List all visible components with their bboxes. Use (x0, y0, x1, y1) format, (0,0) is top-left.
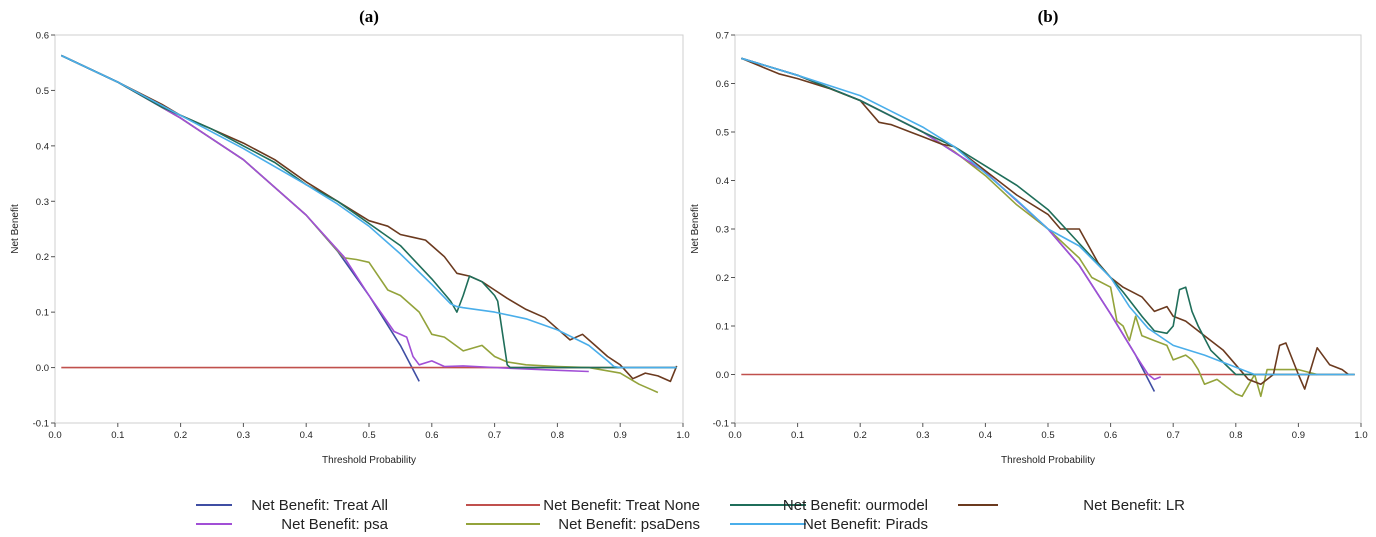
y-tick-label: 0.6 (716, 79, 729, 90)
legend-item-treat-all: Net Benefit: Treat All (196, 497, 388, 514)
x-tick-label: 0.5 (362, 430, 375, 441)
y-tick-label: -0.1 (713, 419, 729, 430)
legend-label: Net Benefit: Pirads (803, 516, 928, 533)
legend-label: Net Benefit: Treat All (251, 497, 388, 514)
x-tick-label: 1.0 (1354, 430, 1367, 441)
y-tick-label: 0.5 (716, 128, 729, 139)
y-tick-label: 0.4 (36, 141, 49, 152)
legend-item-pirads: Net Benefit: Pirads (730, 516, 928, 533)
y-tick-label: -0.1 (33, 419, 49, 430)
x-tick-label: 0.6 (425, 430, 438, 441)
series-line-lr (740, 57, 1349, 390)
x-tick-label: 0.0 (48, 430, 61, 441)
legend-item-lr: Net Benefit: LR (958, 497, 1185, 514)
series-line-psa (60, 54, 589, 373)
x-tick-label: 0.3 (916, 430, 929, 441)
y-tick-label: 0.3 (36, 197, 49, 208)
x-tick-label: 0.4 (300, 430, 313, 441)
y-tick-label: 0.1 (36, 308, 49, 319)
y-tick-label: 0.2 (36, 252, 49, 263)
y-axis-label: Net Benefit (10, 204, 21, 254)
legend: Net Benefit: Treat All Net Benefit: Treat… (196, 497, 1185, 533)
series-line-psaDens (741, 57, 1318, 398)
x-tick-label: 0.9 (614, 430, 627, 441)
y-tick-label: 0.6 (36, 31, 49, 42)
x-tick-label: 0.8 (551, 430, 564, 441)
x-tick-label: 0.1 (791, 430, 804, 441)
x-tick-label: 0.5 (1041, 430, 1054, 441)
series-line-pirads (741, 57, 1355, 376)
x-tick-label: 0.1 (111, 430, 124, 441)
legend-label: Net Benefit: Treat None (543, 497, 700, 514)
x-tick-label: 0.2 (174, 430, 187, 441)
legend-label: Net Benefit: ourmodel (783, 497, 928, 514)
chart-panel-b: (b) 0.0 0.1 0.2 0.3 0.4 0.5 0.6 0.7 0.8 0.9 1.0 -0.1… (690, 7, 1368, 466)
y-tick-label: 0.2 (716, 273, 729, 284)
y-tick-label: 0.0 (36, 363, 49, 374)
y-tick-label: 0.1 (716, 322, 729, 333)
y-axis-label: Net Benefit (690, 204, 701, 254)
legend-label: Net Benefit: psaDens (558, 516, 700, 533)
x-tick-label: 0.7 (488, 430, 501, 441)
x-tick-label: 0.3 (237, 430, 250, 441)
x-axis-label: Threshold Probability (1001, 455, 1095, 466)
y-tick-label: 0.5 (36, 86, 49, 97)
x-tick-label: 1.0 (676, 430, 689, 441)
x-tick-label: 0.8 (1229, 430, 1242, 441)
chart-title: (a) (359, 7, 379, 26)
series-line-pirads (60, 54, 677, 369)
y-tick-label: 0.4 (716, 176, 729, 187)
chart-title: (b) (1038, 7, 1059, 26)
x-tick-label: 0.4 (979, 430, 992, 441)
x-axis-label: Threshold Probability (322, 455, 416, 466)
x-tick-label: 0.9 (1292, 430, 1305, 441)
y-tick-label: 0.3 (716, 225, 729, 236)
series-line-lr (60, 54, 678, 383)
x-tick-label: 0.7 (1167, 430, 1180, 441)
legend-item-treat-none: Net Benefit: Treat None (466, 497, 700, 514)
y-tick-label: 0.7 (716, 31, 729, 42)
legend-item-psa: Net Benefit: psa (196, 516, 389, 533)
chart-panel-a: (a) 0.0 0.1 0.2 0.3 0.4 0.5 0.6 0.7 0.8 0.9 1.0 -0.1… (10, 7, 690, 466)
x-tick-label: 0.0 (728, 430, 741, 441)
y-tick-label: 0.0 (716, 370, 729, 381)
legend-label: Net Benefit: psa (281, 516, 388, 533)
x-tick-label: 0.2 (854, 430, 867, 441)
legend-item-ourmodel: Net Benefit: ourmodel (730, 497, 928, 514)
x-tick-label: 0.6 (1104, 430, 1117, 441)
plot-area (54, 34, 684, 424)
legend-item-psaDens: Net Benefit: psaDens (466, 516, 700, 533)
legend-label: Net Benefit: LR (1083, 497, 1185, 514)
